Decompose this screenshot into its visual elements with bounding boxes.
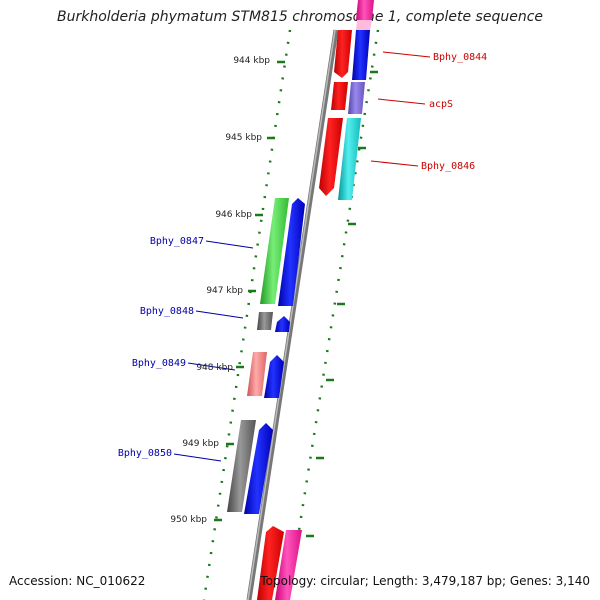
gene-arrow-cyan: [338, 118, 361, 200]
gene-arrow-gray: [227, 420, 256, 512]
scale-label: 948 kbp: [196, 363, 233, 373]
gene-arrow-gray: [257, 312, 273, 330]
right-leaders: [370, 51, 431, 167]
gene-arrow-salmon: [247, 352, 267, 396]
gene-arrow-blue: [264, 355, 284, 398]
gene-label[interactable]: Bphy_0849: [132, 358, 186, 369]
gene-label[interactable]: Bphy_0846: [421, 161, 475, 172]
gene-bphy-0847[interactable]: [260, 198, 305, 306]
left-leaders: [173, 240, 254, 462]
scale-label: 949 kbp: [182, 439, 219, 449]
gene-arrow-red: [334, 30, 352, 78]
gene-arrow-purple: [348, 82, 365, 114]
gene-arrow-magenta: [356, 0, 374, 20]
gene-label[interactable]: Bphy_0847: [150, 236, 204, 247]
leader-line: [382, 51, 431, 58]
gene-arrow-blue: [275, 316, 290, 332]
scale-label: 945 kbp: [225, 133, 262, 143]
scale-label: 946 kbp: [215, 210, 252, 220]
gene-arrow-green: [260, 198, 289, 304]
gene-bphy-0846[interactable]: [319, 118, 361, 200]
gene-arrow-blue: [278, 198, 305, 306]
gene-bphy-0849[interactable]: [247, 352, 284, 398]
gene-arrow-red: [257, 526, 284, 600]
gene-arrow-blue: [244, 423, 273, 514]
accession-text: Accession: NC_010622: [9, 574, 146, 588]
left-gene-labels: Bphy_0847 Bphy_0848 Bphy_0849 Bphy_0850: [118, 236, 204, 459]
right-gene-labels: Bphy_0844 acpS Bphy_0846: [421, 52, 487, 172]
gene-arrow-blue: [352, 30, 370, 80]
major-ticks: [214, 60, 285, 522]
gene-arrow-magenta: [356, 20, 372, 30]
scale-labels: 944 kbp 945 kbp 946 kbp 947 kbp 948 kbp …: [170, 56, 270, 525]
gene-acps[interactable]: [331, 82, 365, 114]
chromosome-backbone: [246, 29, 339, 600]
leader-line: [187, 362, 236, 371]
scale-track-inner: [202, 29, 292, 600]
outer-major-ticks: [306, 70, 378, 538]
gene-label[interactable]: Bphy_0844: [433, 52, 487, 63]
map-title: Burkholderia phymatum STM815 chromosome …: [56, 9, 543, 25]
gene-bphy-0844[interactable]: [334, 0, 374, 80]
leader-line: [370, 160, 419, 167]
gene-arrow-magenta: [275, 530, 302, 600]
leader-line: [195, 310, 244, 319]
scale-track-outer: [286, 29, 380, 600]
leader-line: [173, 453, 222, 462]
topology-summary: Topology: circular; Length: 3,479,187 bp…: [260, 574, 590, 588]
scale-label: 947 kbp: [206, 286, 243, 296]
gene-bphy-0848[interactable]: [257, 312, 290, 332]
gene-arrow-red: [331, 82, 348, 110]
gene-label[interactable]: Bphy_0850: [118, 448, 172, 459]
gene-bphy-0850[interactable]: [227, 420, 273, 514]
chromosome-backbone-highlight: [247, 29, 336, 600]
scale-label: 950 kbp: [170, 515, 207, 525]
leader-line: [377, 98, 426, 105]
gene-bottom[interactable]: [257, 526, 302, 600]
gene-label[interactable]: acpS: [429, 99, 453, 110]
scale-label: 944 kbp: [233, 56, 270, 66]
gene-label[interactable]: Bphy_0848: [140, 306, 194, 317]
leader-line: [205, 240, 254, 249]
gene-arrow-red: [319, 118, 343, 196]
